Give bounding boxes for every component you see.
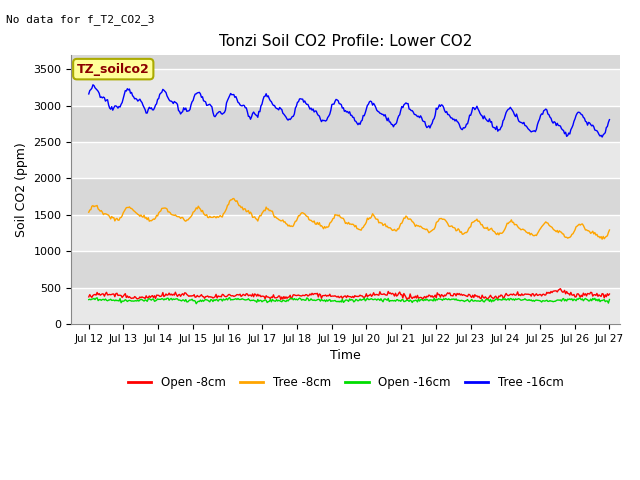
Text: TZ_soilco2: TZ_soilco2 <box>77 62 150 76</box>
Bar <box>72 69 620 106</box>
Bar <box>72 33 620 69</box>
Legend: Open -8cm, Tree -8cm, Open -16cm, Tree -16cm: Open -8cm, Tree -8cm, Open -16cm, Tree -… <box>123 372 568 394</box>
Bar <box>72 288 620 324</box>
Bar <box>72 179 620 215</box>
Bar <box>72 142 620 179</box>
Bar <box>72 215 620 252</box>
Title: Tonzi Soil CO2 Profile: Lower CO2: Tonzi Soil CO2 Profile: Lower CO2 <box>219 34 472 49</box>
Bar <box>72 252 620 288</box>
X-axis label: Time: Time <box>330 349 361 362</box>
Text: No data for f_T2_CO2_3: No data for f_T2_CO2_3 <box>6 14 155 25</box>
Bar <box>72 106 620 142</box>
Y-axis label: Soil CO2 (ppm): Soil CO2 (ppm) <box>15 142 28 237</box>
